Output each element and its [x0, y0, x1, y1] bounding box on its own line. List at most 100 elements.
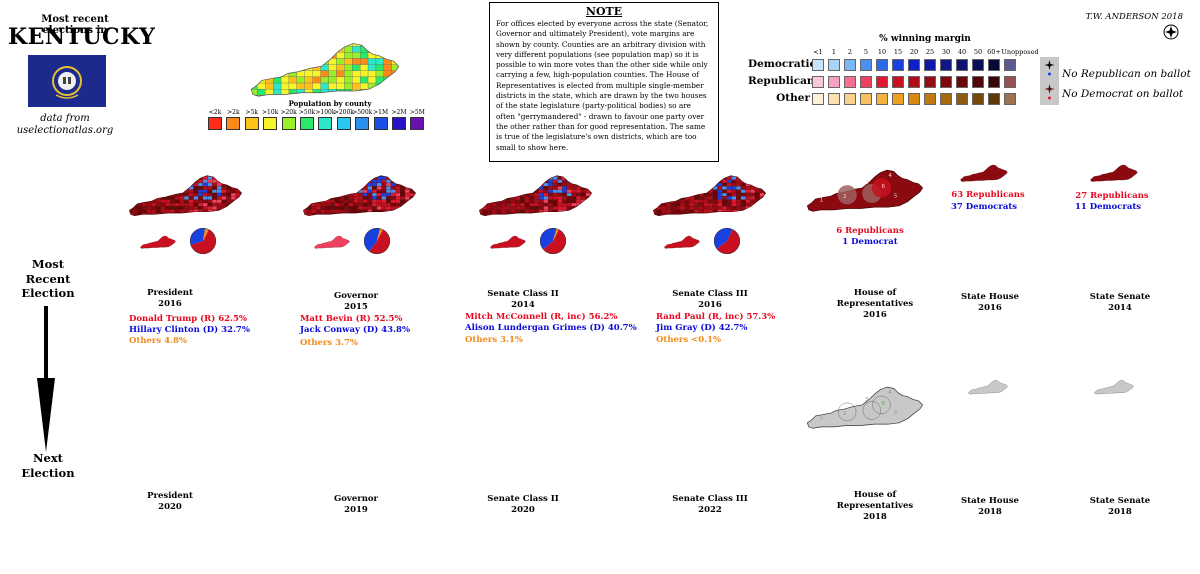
result-line: Jack Conway (D) 43.8%: [300, 325, 411, 335]
margin-swatch: [876, 59, 888, 71]
margin-tick-label: 30: [941, 48, 951, 56]
district-number: 3: [865, 397, 869, 403]
margin-swatch: [1004, 93, 1016, 105]
kentucky-flag-icon: [28, 55, 106, 107]
year-label: 2015: [344, 302, 368, 312]
year-label: 2020: [158, 502, 182, 512]
margin-swatch: [908, 59, 920, 71]
population-bin: >100k: [315, 108, 336, 130]
office-label: President: [147, 491, 193, 501]
state-senate-2014-title: State Senate 2014: [1080, 292, 1160, 314]
margin-tick-label: 25: [925, 48, 935, 56]
governor-2015-statewide-map: [314, 235, 350, 249]
margin-swatch: [988, 93, 1000, 105]
state-house-2016-map: [960, 164, 1008, 182]
result-line: Others 3.7%: [300, 338, 359, 348]
margin-swatch: [892, 93, 904, 105]
margin-swatch: [972, 93, 984, 105]
margin-swatch: [988, 59, 1000, 71]
margin-tick-label: <1: [813, 48, 823, 56]
population-bin: >2k: [223, 108, 243, 130]
margin-tick-label: 2: [847, 48, 853, 56]
district-number: 1: [820, 415, 823, 421]
office-label: House of Representatives: [836, 490, 914, 511]
data-source: data from uselectionatlas.org: [16, 113, 114, 136]
population-bin-swatch: [226, 117, 241, 130]
margin-swatch: [844, 93, 856, 105]
population-bin: >50k: [297, 108, 317, 130]
pie-slice: [727, 229, 733, 241]
year-label: 2014: [511, 300, 535, 310]
margin-swatch: [908, 93, 920, 105]
population-title: Population by county: [288, 99, 372, 108]
governor-2015-pie-chart: [364, 228, 390, 254]
population-bin-label: >2M: [391, 109, 407, 116]
note-box: NOTE For offices elected by everyone acr…: [489, 2, 719, 162]
pie-slice: [364, 228, 381, 252]
margin-swatch: [844, 59, 856, 71]
population-bin: <2k: [205, 108, 225, 130]
year-label: 2018: [863, 512, 887, 522]
most-recent-label: Most Recent Election: [21, 257, 75, 300]
next-governor-title: Governor 2019: [316, 494, 396, 516]
pie-slice: [203, 228, 209, 241]
population-bin: >1M: [371, 108, 391, 130]
margin-swatch: [876, 93, 888, 105]
seat-count: 27 Republicans: [1075, 191, 1149, 201]
governor-2015-title: Governor 2015: [316, 291, 396, 313]
population-bin-label: >1M: [373, 109, 389, 116]
margin-swatch: [828, 59, 840, 71]
district-number: 5: [894, 194, 897, 200]
margin-swatch: [924, 93, 936, 105]
atlas-logo-icon: [1163, 24, 1179, 40]
margin-swatch: [956, 93, 968, 105]
result-line: Mitch McConnell (R, inc) 56.2%: [465, 312, 618, 322]
no-republican-label: No Republican on ballot: [1062, 68, 1191, 80]
margin-row-label: Republican: [748, 75, 815, 87]
governor-2015-county-map: [303, 175, 416, 217]
margin-tick-label: 1: [831, 48, 837, 56]
population-bin-label: <2k: [208, 109, 222, 116]
margin-tick-label: 10: [877, 48, 887, 56]
special-legend-swatch: [1040, 57, 1059, 105]
state-house-2018-map: [968, 380, 1008, 395]
state-title: KENTUCKY: [8, 24, 156, 50]
house-2016-title: House of Representatives 2016: [822, 288, 928, 321]
result-line: Matt Bevin (R) 52.5%: [300, 314, 403, 324]
office-label: Senate Class III: [672, 494, 748, 504]
office-label: Governor: [333, 494, 379, 504]
margin-swatch: [924, 76, 936, 88]
population-bin-swatch: [392, 117, 406, 130]
margin-tick-label: 5: [863, 48, 869, 56]
margin-tick-label: Unopposed: [1001, 48, 1039, 56]
population-bin-swatch: [336, 117, 351, 130]
down-arrow-icon: [37, 306, 55, 452]
result-line: Jim Gray (D) 42.7%: [656, 323, 748, 333]
margin-swatch: [988, 76, 1000, 88]
district-number: 3: [865, 180, 869, 186]
seat-count: 37 Democrats: [950, 202, 1018, 212]
margin-swatch: [956, 76, 968, 88]
margin-swatch: [1004, 76, 1016, 88]
margin-swatch: [812, 76, 824, 88]
district-number: 2: [843, 194, 846, 200]
pie-slice: [540, 228, 557, 250]
year-label: 2014: [1108, 303, 1132, 313]
next-election-label: Next Election: [21, 451, 75, 480]
seat-count: 6 Republicans: [836, 226, 904, 236]
district-number: 2: [843, 411, 846, 417]
population-bin: >10k: [260, 108, 280, 130]
result-line: Others 4.8%: [129, 336, 188, 346]
district-number: 6: [881, 401, 885, 407]
state-senate-2018-map: [1094, 380, 1134, 395]
margin-swatch: [812, 59, 824, 71]
pie-slice: [369, 229, 390, 254]
margin-swatch: [892, 59, 904, 71]
population-bin-label: >20k: [280, 109, 297, 116]
margin-swatch: [940, 93, 952, 105]
year-label: 2020: [511, 505, 535, 515]
house-2018-district-map: 1 2 3 4 5 6: [807, 386, 923, 429]
district-number: 4: [888, 173, 892, 179]
margin-row-label: Democratic: [748, 58, 816, 70]
result-line: Others 3.1%: [465, 335, 524, 345]
